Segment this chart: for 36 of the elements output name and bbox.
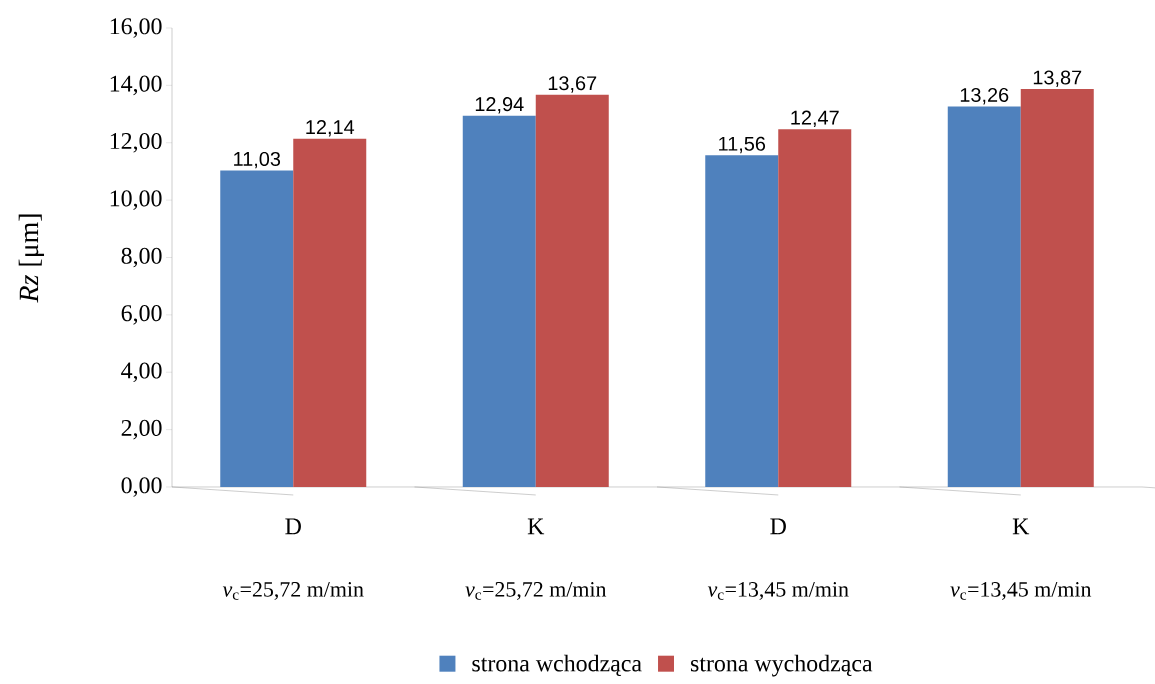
data-label: 11,56 [719,136,766,154]
legend-label: strona wychodząca [691,654,873,677]
y-tick-label: 0,00 [121,477,162,497]
data-label: 12,14 [306,120,355,137]
data-label: 12,47 [791,110,839,128]
y-tick-label: 8,00 [121,247,162,268]
y-axis-title: Rz [μm] [18,214,45,303]
bar [705,155,779,487]
data-label: 13,67 [548,76,597,93]
y-tick-label: 14,00 [110,75,162,96]
x-tick-label: K [1012,518,1030,535]
bar [947,106,1021,487]
y-tick-label: 6,00 [121,305,162,325]
bar [462,115,536,487]
y-tick-label: 10,00 [110,190,162,210]
x-tick-label: D [285,518,301,535]
y-tick-label: 16,00 [110,18,162,38]
data-label: 13,87 [1033,70,1082,87]
bar [778,129,852,487]
y-tick-label: 12,00 [110,132,162,153]
data-label: 11,03 [234,151,281,169]
text: v$_{c}$=25,72 m/min [222,582,364,600]
bar [1020,89,1094,487]
y-tick-label: 4,00 [121,362,162,383]
text: v$_{c}$=13,45 m/min [707,582,849,600]
data-label: 13,26 [960,87,1009,105]
x-tick-label: K [527,518,545,535]
y-tick-label: 2,00 [121,419,162,440]
text: v$_{c}$=13,45 m/min [950,582,1092,600]
bar [220,170,294,487]
bar [535,94,609,487]
data-label: 12,94 [475,97,524,114]
x-tick-label: D [770,518,786,535]
legend-label: strona wchodząca [472,654,642,676]
bar [293,138,367,487]
text: v$_{c}$=25,72 m/min [465,582,607,600]
